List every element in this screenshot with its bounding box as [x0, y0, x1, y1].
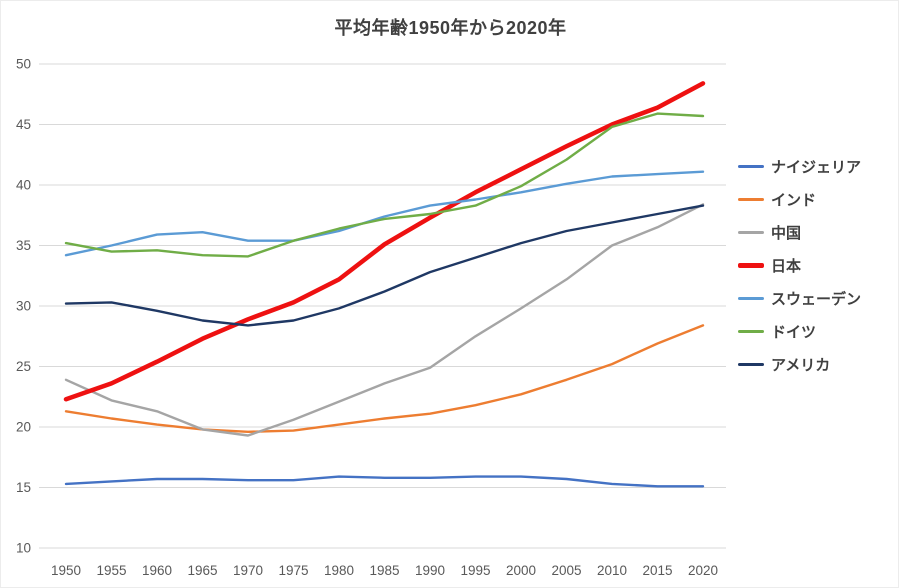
legend-item-0: ナイジェリア [738, 150, 861, 183]
legend-label: インド [771, 192, 817, 209]
legend-item-1: インド [738, 183, 861, 216]
y-axis-tick-label: 50 [16, 57, 31, 72]
legend-item-4: スウェーデン [738, 282, 861, 315]
x-axis-tick-label: 1995 [460, 563, 490, 578]
x-axis-tick-label: 1965 [187, 563, 217, 578]
y-axis-tick-label: 30 [16, 299, 31, 314]
legend-swatch-icon [738, 363, 764, 366]
legend-label: ドイツ [771, 324, 817, 341]
x-axis-tick-label: 1990 [415, 563, 445, 578]
legend-label: 日本 [771, 258, 802, 275]
x-axis-tick-label: 1975 [278, 563, 308, 578]
x-axis-tick-label: 1970 [233, 563, 263, 578]
legend-label: アメリカ [771, 357, 831, 374]
legend-item-5: ドイツ [738, 315, 861, 348]
x-axis-tick-label: 2005 [551, 563, 581, 578]
y-axis-tick-label: 25 [16, 359, 31, 374]
y-axis-tick-label: 20 [16, 420, 31, 435]
legend-label: ナイジェリア [771, 159, 862, 176]
legend-item-3: 日本 [738, 249, 861, 282]
y-axis-tick-label: 45 [16, 117, 31, 132]
legend-item-6: アメリカ [738, 348, 861, 381]
legend-swatch-icon [738, 198, 764, 201]
legend-label: 中国 [771, 225, 802, 242]
legend-swatch-icon [738, 330, 764, 333]
y-axis-tick-label: 10 [16, 541, 31, 556]
x-axis-tick-label: 1980 [324, 563, 354, 578]
y-axis-tick-label: 40 [16, 178, 31, 193]
legend-label: スウェーデン [771, 291, 862, 308]
x-axis-tick-label: 2010 [597, 563, 627, 578]
chart-title: 平均年齢1950年から2020年 [334, 18, 567, 38]
x-axis-tick-label: 2000 [506, 563, 536, 578]
legend-swatch-icon [738, 297, 764, 300]
legend-item-2: 中国 [738, 216, 861, 249]
y-axis-tick-label: 15 [16, 480, 31, 495]
legend-swatch-icon [738, 263, 764, 268]
series-line-5 [64, 112, 705, 258]
series-line-1 [64, 324, 705, 433]
x-axis-tick-label: 2020 [688, 563, 718, 578]
legend-swatch-icon [738, 231, 764, 234]
x-axis-tick-label: 1955 [96, 563, 126, 578]
x-axis-tick-label: 1950 [51, 563, 81, 578]
legend: ナイジェリア インド中国日本スウェーデン ドイツアメリカ [738, 150, 861, 381]
series-line-4 [64, 170, 705, 257]
series-line-3 [63, 81, 706, 402]
x-axis-tick-label: 1960 [142, 563, 172, 578]
series-line-0 [64, 475, 705, 488]
series-line-6 [64, 204, 705, 327]
series-line-2 [64, 203, 705, 437]
x-axis-tick-label: 1985 [369, 563, 399, 578]
x-axis-tick-label: 2015 [642, 563, 672, 578]
legend-swatch-icon [738, 165, 764, 168]
y-axis-tick-label: 35 [16, 238, 31, 253]
